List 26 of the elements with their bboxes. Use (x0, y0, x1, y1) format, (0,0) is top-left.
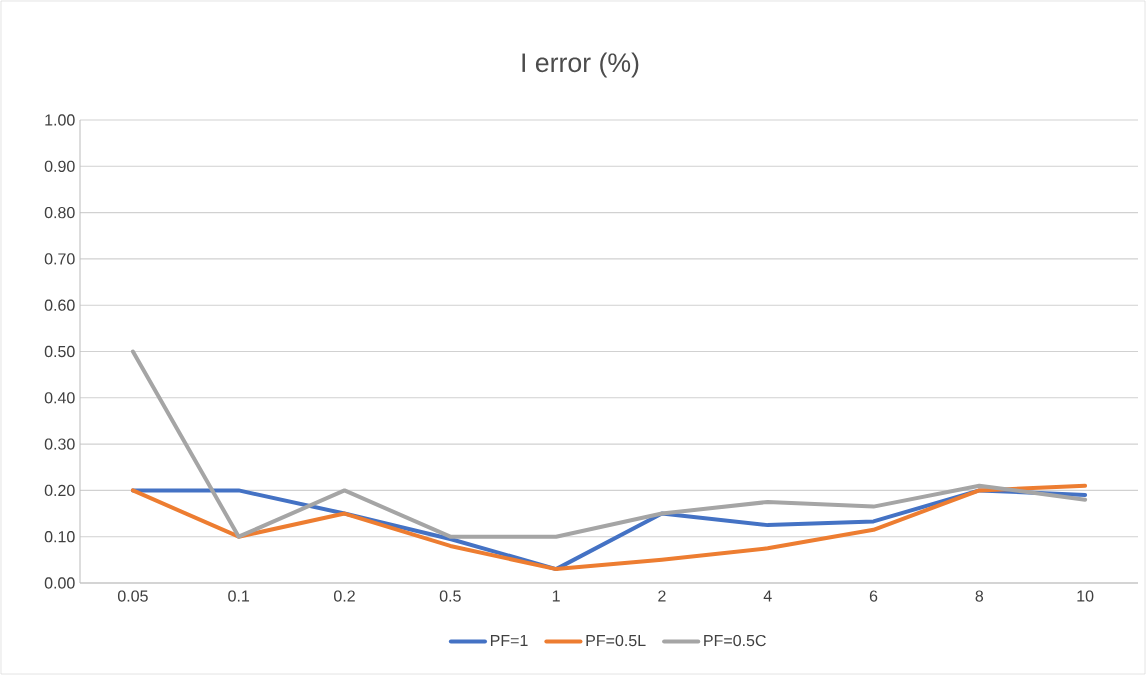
x-tick-label: 1 (552, 590, 560, 602)
legend-label: PF=1 (490, 634, 528, 646)
chart-title: I error (%) (522, 52, 639, 78)
x-tick-label: 2 (658, 590, 666, 602)
x-tick-label: 0.05 (117, 590, 148, 602)
x-tick-label: 4 (763, 590, 772, 602)
legend-label: PF=0.5L (586, 634, 646, 647)
x-tick-label: 0.5 (439, 590, 461, 602)
y-tick-label: 1.00 (45, 114, 75, 126)
y-tick-label: 0.40 (44, 392, 75, 404)
y-tick-label: 0.90 (44, 160, 75, 172)
y-tick-label: 0.60 (44, 299, 75, 311)
legend-label: PF=0.5C (704, 634, 766, 647)
y-tick-label: 0.00 (44, 577, 75, 589)
y-tick-label: 0.30 (44, 438, 75, 450)
y-tick-label: 0.70 (44, 253, 75, 265)
y-tick-label: 0.10 (44, 531, 75, 543)
x-tick-label: 0.2 (334, 590, 355, 602)
y-tick-label: 0.20 (44, 484, 75, 497)
line-series (130, 349, 1088, 539)
x-tick-label: 8 (975, 590, 984, 602)
x-tick-label: 10 (1077, 590, 1094, 602)
x-tick-label: 6 (869, 590, 878, 602)
x-tick-label: 0.1 (228, 590, 250, 602)
y-tick-label: 0.80 (44, 206, 75, 219)
y-tick-label: 0.50 (44, 345, 75, 358)
